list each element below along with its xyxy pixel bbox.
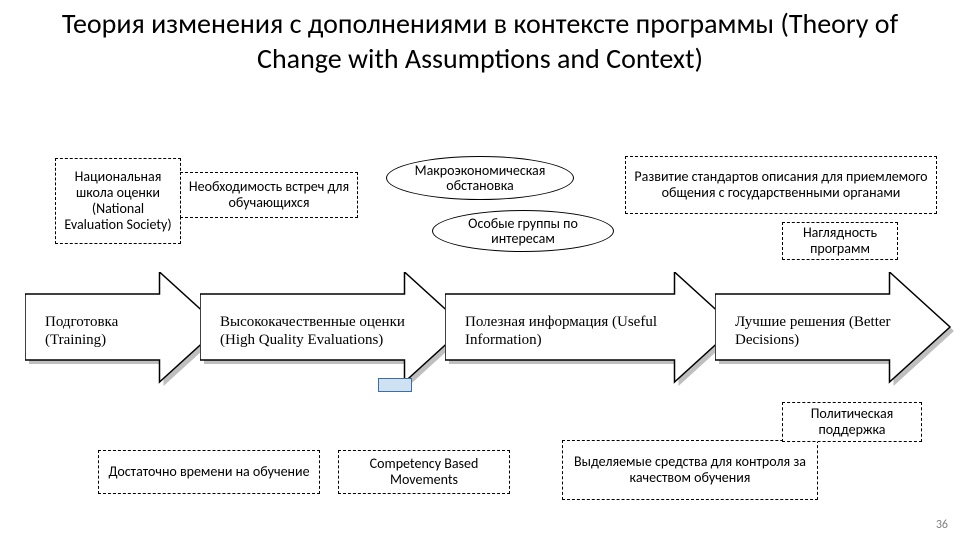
- box-text: Достаточно времени на обучение: [108, 464, 309, 480]
- page-number: 36: [936, 518, 948, 532]
- flow-arrow-label-0: Подготовка (Training): [45, 304, 170, 358]
- assumption-box-standards-dev: Развитие стандартов описания для приемле…: [625, 156, 937, 214]
- box-text: Необходимость встреч для обучающихся: [187, 179, 351, 211]
- assumption-box-quality-control-funds: Выделяемые средства для контроля за каче…: [562, 440, 818, 500]
- box-text: Развитие стандартов описания для приемле…: [632, 169, 930, 201]
- flow-arrow-label-1: Высококачественные оценки (High Quality …: [220, 304, 415, 358]
- box-text: Политическая поддержка: [789, 406, 915, 438]
- accent-rect: [378, 378, 412, 392]
- context-ellipse-macroeconomic: Макроэкономическая обстановка: [386, 156, 574, 200]
- flow-arrow-label-2: Полезная информация (Useful Information): [465, 304, 685, 358]
- assumption-box-political-support: Политическая поддержка: [782, 402, 922, 442]
- box-text: Наглядность программ: [789, 225, 891, 257]
- context-ellipse-interest-groups: Особые группы по интересам: [432, 210, 614, 252]
- assumption-box-meetings-need: Необходимость встреч для обучающихся: [180, 172, 358, 218]
- flow-arrow-label-3: Лучшие решения (Better Decisions): [735, 304, 900, 358]
- ellipse-text: Особые группы по интересам: [441, 216, 605, 247]
- assumption-box-program-visibility: Наглядность программ: [782, 222, 898, 260]
- box-text: Competency Based Movements: [345, 456, 503, 488]
- diagram-canvas: Подготовка (Training) Высококачественные …: [0, 0, 960, 540]
- assumption-box-training-time: Достаточно времени на обучение: [98, 450, 320, 494]
- assumption-box-national-eval-society: Национальная школа оценки (National Eval…: [55, 158, 181, 244]
- ellipse-text: Макроэкономическая обстановка: [395, 163, 565, 194]
- box-text: Выделяемые средства для контроля за каче…: [569, 454, 811, 486]
- box-text: Национальная школа оценки (National Eval…: [62, 169, 174, 233]
- assumption-box-competency-movements: Competency Based Movements: [338, 450, 510, 494]
